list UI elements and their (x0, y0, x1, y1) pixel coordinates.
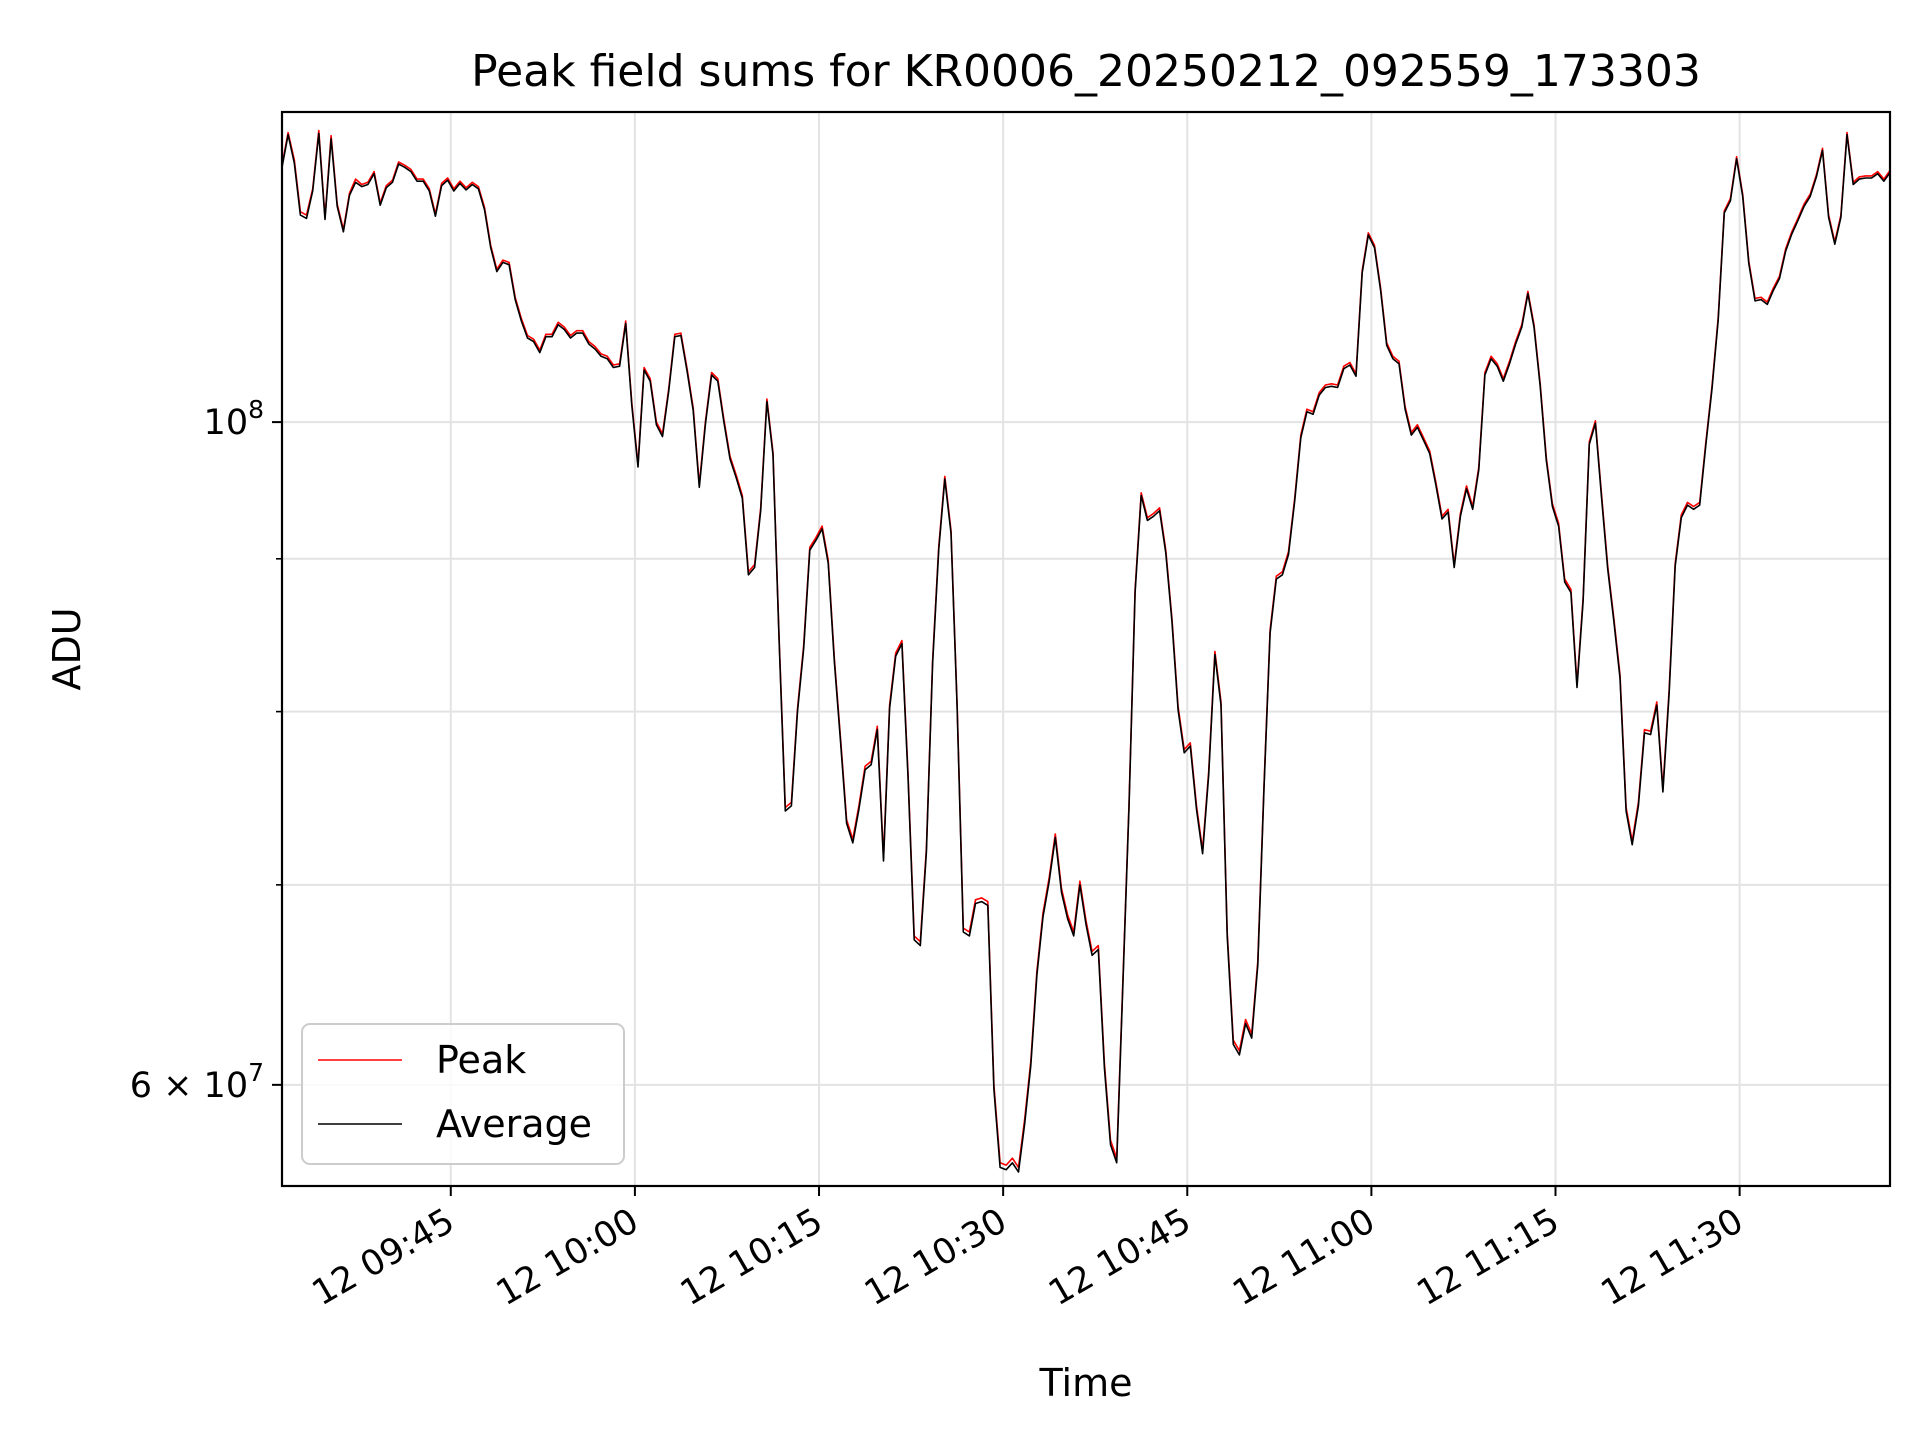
legend-box (301, 1023, 625, 1165)
y-axis-label: ADU (45, 607, 89, 690)
legend-label-average: Average (436, 1102, 592, 1146)
series-lines (281, 129, 1891, 1173)
series-line-average (281, 132, 1891, 1173)
chart-title: Peak field sums for KR0006_20250212_0925… (471, 46, 1701, 97)
legend: Peak Average (301, 1023, 625, 1165)
legend-label-peak: Peak (436, 1038, 526, 1082)
y-tick-label: 6 × 107 (130, 1058, 264, 1106)
x-axis-label: Time (1039, 1361, 1133, 1405)
plot-frame (280, 110, 1892, 1188)
y-tick-label: 108 (204, 395, 264, 443)
